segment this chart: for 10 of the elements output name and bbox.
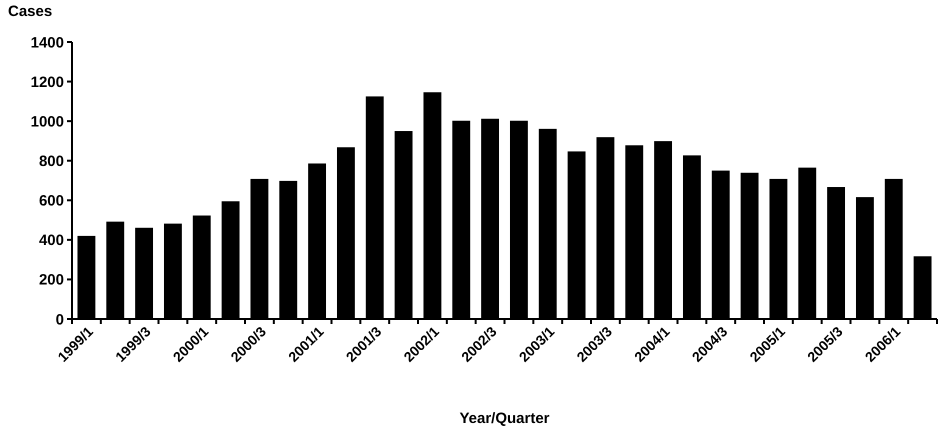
y-tick-label: 200 [38, 272, 64, 289]
y-tick-label: 600 [38, 192, 64, 210]
y-tick-label: 1400 [30, 34, 64, 52]
y-tick-label: 1200 [30, 74, 64, 91]
y-tick-label: 1000 [30, 113, 64, 130]
y-tick-label: 800 [38, 152, 64, 170]
y-axis-title: Cases [8, 3, 52, 20]
x-axis-title: Year/Quarter [459, 410, 550, 427]
y-tick-label: 0 [56, 311, 64, 328]
y-tick-label: 400 [38, 232, 64, 250]
